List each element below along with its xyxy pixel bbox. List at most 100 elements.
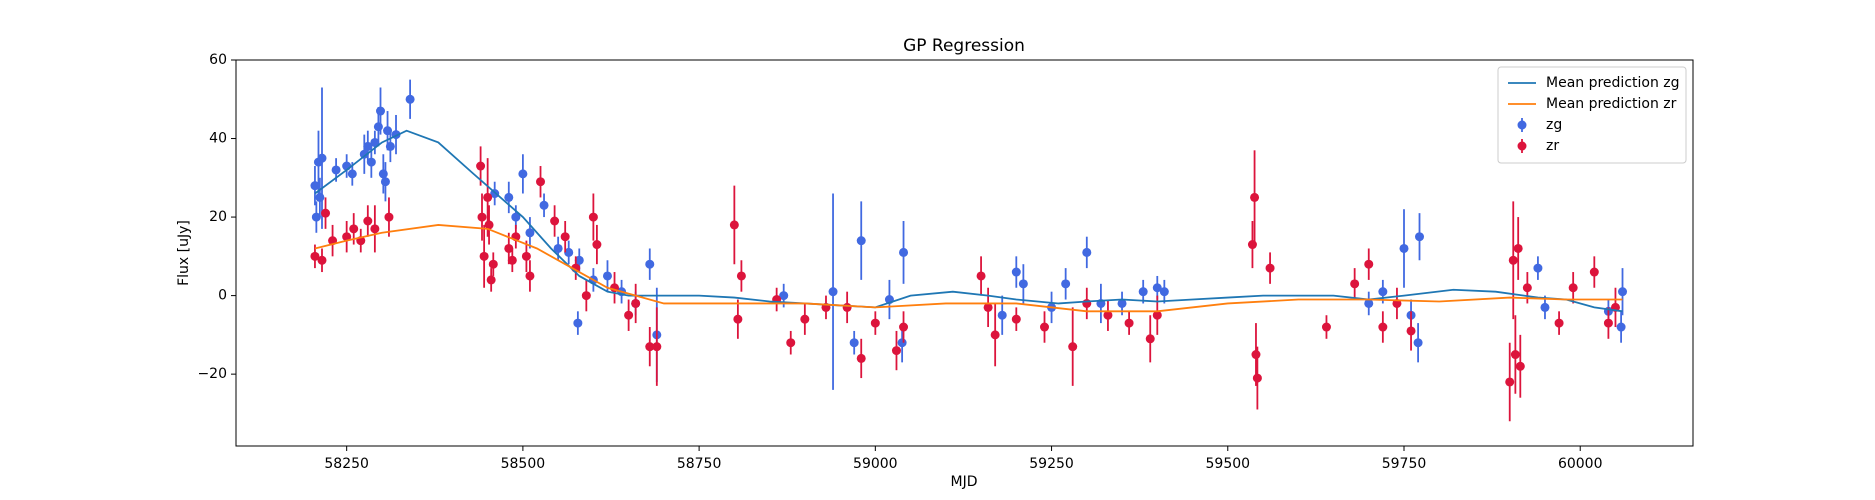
data-point	[997, 310, 1007, 320]
data-point	[363, 141, 373, 151]
data-point	[311, 212, 321, 222]
data-point	[1350, 279, 1360, 289]
data-point	[1251, 350, 1261, 360]
data-point	[1252, 373, 1262, 383]
data-point	[652, 342, 662, 352]
data-point	[1124, 318, 1134, 328]
data-point	[1011, 267, 1021, 277]
data-point	[1152, 283, 1162, 293]
data-point	[476, 161, 486, 171]
data-point	[602, 271, 612, 281]
data-point	[385, 141, 395, 151]
data-point	[849, 338, 859, 348]
data-point	[976, 271, 986, 281]
data-point	[518, 169, 528, 179]
data-point	[1159, 287, 1169, 297]
data-point	[1068, 342, 1078, 352]
data-point	[645, 259, 655, 269]
data-point	[1250, 192, 1260, 202]
data-point	[477, 212, 487, 222]
legend-label: zg	[1546, 117, 1562, 133]
data-point	[899, 247, 909, 257]
chart-title: GP Regression	[903, 36, 1025, 56]
data-point	[645, 342, 655, 352]
data-point	[484, 220, 494, 230]
legend-label: Mean prediction zr	[1546, 96, 1677, 112]
data-point	[1540, 302, 1550, 312]
data-point	[1399, 243, 1409, 253]
data-point	[384, 212, 394, 222]
data-point	[1378, 287, 1388, 297]
data-point	[317, 153, 327, 163]
data-point	[1103, 310, 1113, 320]
data-point	[511, 212, 521, 222]
y-tick-label: 60	[209, 52, 227, 68]
data-point	[779, 291, 789, 301]
data-point	[521, 251, 531, 261]
data-point	[507, 255, 517, 265]
data-point	[1589, 267, 1599, 277]
data-point	[592, 240, 602, 250]
data-point	[539, 200, 549, 210]
data-point	[842, 302, 852, 312]
data-point	[1364, 298, 1374, 308]
x-axis-label: MJD	[951, 474, 978, 490]
data-point	[349, 224, 359, 234]
data-point	[1505, 377, 1515, 387]
legend-marker	[1517, 120, 1527, 130]
data-point	[366, 157, 376, 167]
data-point	[483, 192, 493, 202]
data-point	[983, 302, 993, 312]
data-point	[317, 255, 327, 265]
y-axis-label: Flux [uJy]	[176, 220, 192, 286]
data-point	[899, 322, 909, 332]
legend-label: Mean prediction zg	[1546, 75, 1680, 91]
x-tick-label: 59250	[1029, 456, 1074, 472]
data-point	[1152, 310, 1162, 320]
data-point	[1415, 232, 1425, 242]
data-point	[378, 169, 388, 179]
x-tick-label: 59750	[1382, 456, 1427, 472]
data-point	[347, 169, 357, 179]
x-tick-label: 59500	[1206, 456, 1251, 472]
data-point	[564, 247, 574, 257]
data-point	[380, 177, 390, 187]
data-point	[624, 310, 634, 320]
data-point	[588, 212, 598, 222]
data-point	[1138, 287, 1148, 297]
data-point	[1247, 240, 1257, 250]
data-point	[828, 287, 838, 297]
plot-frame	[235, 59, 1694, 447]
data-point	[553, 243, 563, 253]
data-point	[1513, 243, 1523, 253]
data-point	[1321, 322, 1331, 332]
data-point	[786, 338, 796, 348]
data-point	[800, 314, 810, 324]
legend-marker	[1517, 141, 1527, 151]
data-point	[1082, 298, 1092, 308]
data-point	[870, 318, 880, 328]
data-point	[504, 192, 514, 202]
data-point	[1603, 318, 1613, 328]
data-point	[736, 271, 746, 281]
data-point	[331, 165, 341, 175]
data-point	[1145, 334, 1155, 344]
data-point	[1265, 263, 1275, 273]
x-tick-label: 59000	[853, 456, 898, 472]
data-point	[1618, 287, 1628, 297]
data-point	[856, 236, 866, 246]
data-point	[504, 243, 514, 253]
data-point	[1082, 247, 1092, 257]
x-tick-label: 58250	[324, 456, 369, 472]
y-tick-label: 20	[209, 209, 227, 225]
data-point	[370, 137, 380, 147]
data-point	[1554, 318, 1564, 328]
data-point	[1117, 298, 1127, 308]
data-point	[1406, 326, 1416, 336]
data-point	[525, 228, 535, 238]
data-point	[342, 232, 352, 242]
data-point	[376, 106, 386, 116]
data-point	[1018, 279, 1028, 289]
data-point	[1011, 314, 1021, 324]
